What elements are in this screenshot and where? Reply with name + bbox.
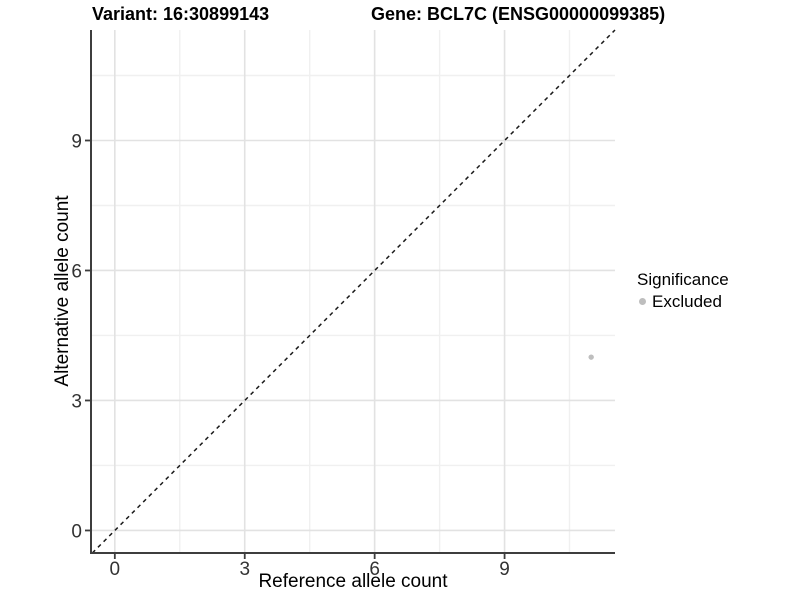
x-tick-label: 3: [239, 559, 250, 580]
legend-entry-label: Excluded: [652, 292, 722, 311]
x-tick-label: 6: [369, 559, 380, 580]
data-point: [588, 354, 594, 360]
plot-title-variant: Variant: 16:30899143: [92, 4, 270, 24]
identity-reference-line: [91, 29, 616, 554]
x-tick-label: 0: [110, 559, 121, 580]
y-axis-title: Alternative allele count: [52, 195, 73, 387]
legend-point-icon: [639, 298, 646, 305]
y-tick-label: 0: [71, 521, 82, 542]
y-tick-label: 9: [71, 131, 82, 152]
x-tick-label: 9: [499, 559, 510, 580]
plot-title-gene: Gene: BCL7C (ENSG00000099385): [371, 4, 666, 24]
x-axis-title: Reference allele count: [258, 571, 448, 592]
y-tick-label: 3: [71, 391, 82, 412]
y-tick-label: 6: [71, 261, 82, 282]
legend-title: Significance: [637, 270, 729, 289]
legend-entry-excluded: Excluded: [637, 292, 729, 311]
legend: Significance Excluded: [637, 270, 729, 311]
